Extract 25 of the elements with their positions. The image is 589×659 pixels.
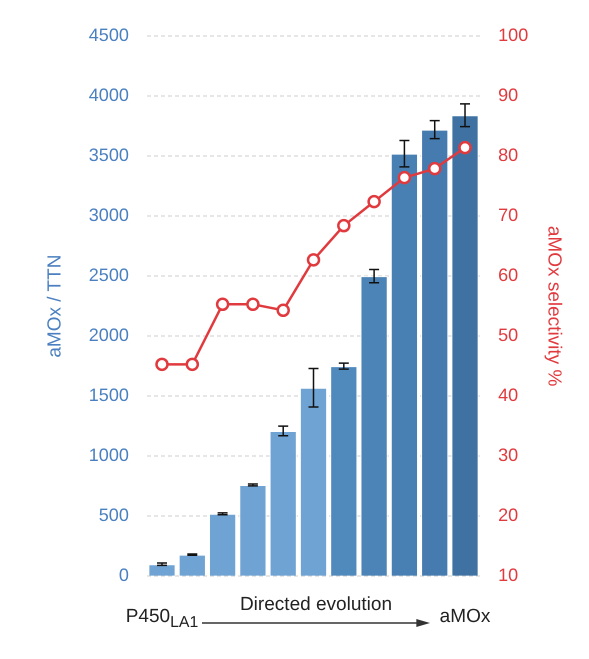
y2-tick-label: 90 — [498, 84, 518, 105]
y-tick-label: 2000 — [88, 325, 129, 346]
y2-tick-label: 20 — [498, 505, 518, 526]
y-tick-label: 2500 — [88, 265, 129, 286]
y2-tick-label: 70 — [498, 205, 518, 226]
y-tick-label: 1000 — [88, 445, 129, 466]
y2-tick-label: 10 — [498, 565, 518, 586]
y-axis-title: aMOx / TTN — [44, 254, 66, 358]
y2-tick-label: 80 — [498, 145, 518, 166]
y-tick-label: 500 — [98, 505, 129, 526]
y-tick-label: 4500 — [88, 24, 129, 45]
y2-tick-label: 30 — [498, 445, 518, 466]
y-tick-label: 3000 — [88, 205, 129, 226]
y2-tick-label: 50 — [498, 325, 518, 346]
x-tick-label: aMOx — [440, 606, 490, 628]
y-tick-label: 3500 — [88, 145, 129, 166]
y-tick-label: 1500 — [88, 385, 129, 406]
y2-axis-title: aMOx selectivity % — [543, 226, 564, 386]
text: Directed evolution — [240, 594, 392, 616]
y-tick-label: 4000 — [88, 84, 129, 105]
y2-tick-label: 40 — [498, 385, 518, 406]
y2-tick-label: 100 — [498, 24, 528, 45]
y-tick-label: 0 — [118, 565, 129, 586]
x-tick-label: P450$_{LA1}$ — [126, 606, 198, 632]
y2-tick-label: 60 — [498, 265, 518, 286]
